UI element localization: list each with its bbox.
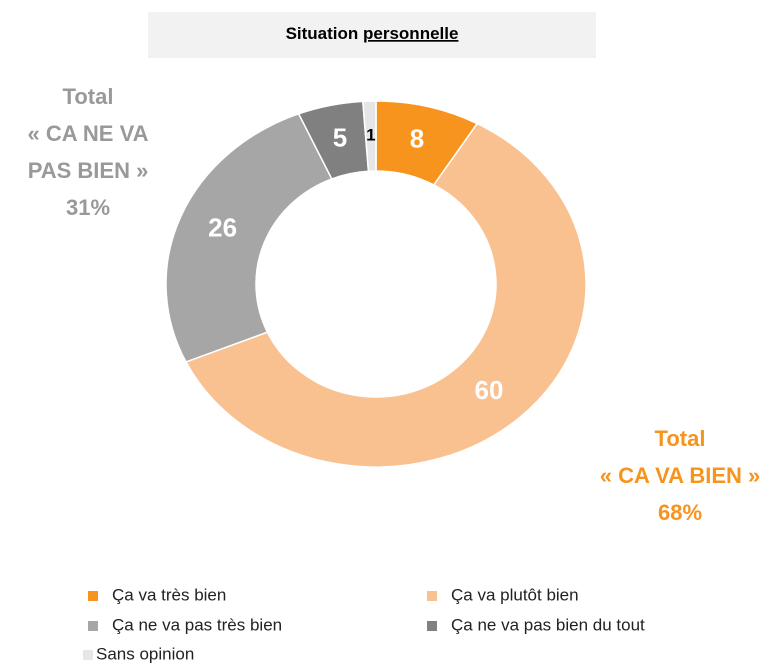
legend-swatch <box>427 621 437 631</box>
legend-swatch <box>427 591 437 601</box>
donut-slice <box>165 112 333 363</box>
legend-label: Sans opinion <box>96 644 194 663</box>
annotation-line: « CA NE VA <box>27 121 148 146</box>
legend-swatch <box>88 591 98 601</box>
legend-swatch <box>83 650 93 660</box>
data-label: 60 <box>474 375 503 405</box>
legend-label: Ça va plutôt bien <box>451 585 579 604</box>
donut-slice <box>184 122 587 468</box>
donut-slice <box>362 100 377 173</box>
title-underlined: personnelle <box>363 24 458 43</box>
data-label: 26 <box>208 212 237 242</box>
title-box <box>148 12 596 58</box>
legend-label: Ça ne va pas bien du tout <box>451 615 645 634</box>
legend-label: Ça va très bien <box>112 585 226 604</box>
data-label: 5 <box>333 122 347 152</box>
legend-swatch <box>88 621 98 631</box>
annotation-line: PAS BIEN » <box>28 158 149 183</box>
chart-title: Situation personnelle <box>286 24 459 43</box>
annotation-line: « CA VA BIEN » <box>600 463 761 488</box>
annotation-line: Total <box>655 426 706 451</box>
title-text: Situation <box>286 24 359 43</box>
data-label: 8 <box>410 124 424 154</box>
annotation-line: Total <box>63 84 114 109</box>
data-label: 1 <box>366 126 375 145</box>
annotation-value: 68% <box>658 500 702 525</box>
annotation-value: 31% <box>66 195 110 220</box>
legend-label: Ça ne va pas très bien <box>112 615 282 634</box>
